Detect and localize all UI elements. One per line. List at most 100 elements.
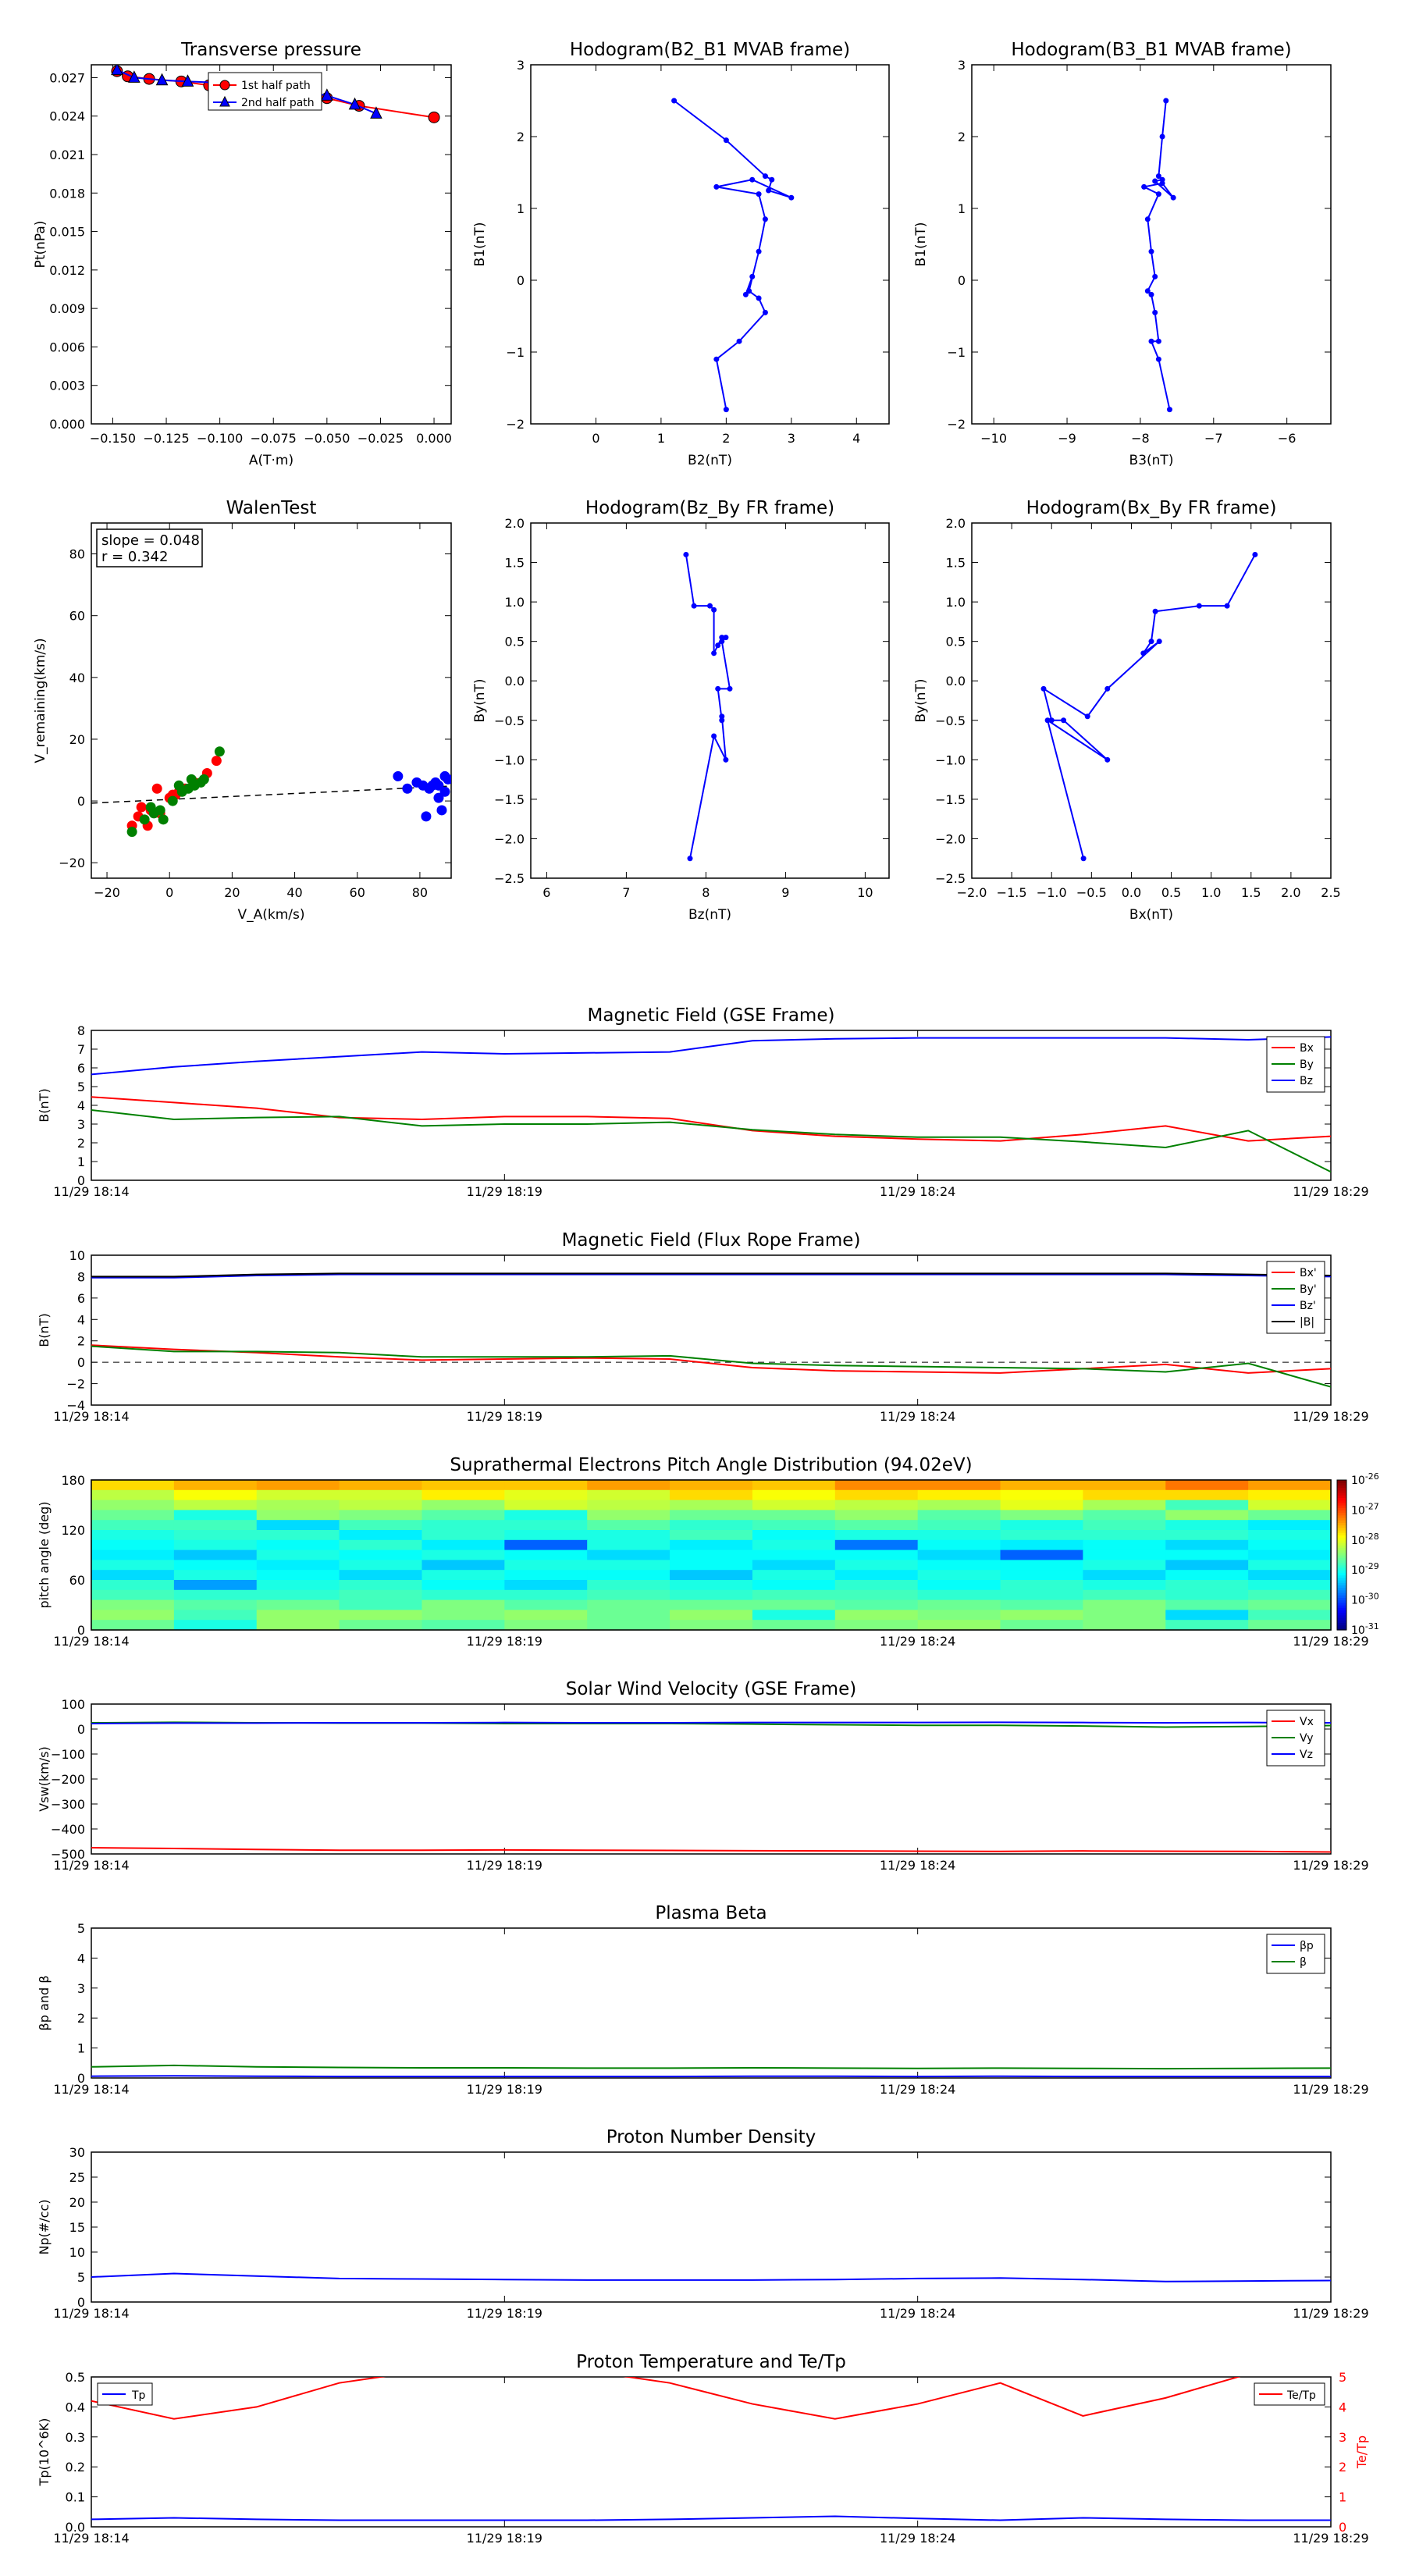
heatmap-cell: [256, 1620, 340, 1631]
y-axis-label: B(nT): [37, 1313, 52, 1347]
colorbar-segment: [1337, 1522, 1346, 1526]
x-axis-label: Bx(nT): [1129, 907, 1173, 923]
heatmap-cell: [752, 1510, 836, 1521]
y-axis-label: By(nT): [913, 678, 929, 722]
x-tick-label: 11/29 18:29: [1293, 2306, 1368, 2321]
heatmap-cell: [834, 1539, 919, 1551]
heatmap-cell: [339, 1610, 423, 1621]
y-tick-label: 0.000: [49, 417, 85, 432]
heatmap-cell: [670, 1500, 753, 1510]
chart-hodogram_bx_by: Hodogram(Bx_By FR frame) −2.0 −1.5 −1.0 −0.5…: [913, 498, 1341, 923]
heatmap-cell: [339, 1520, 423, 1531]
heatmap-cell: [1248, 1530, 1332, 1541]
y-tick-label: 3: [958, 58, 966, 73]
colorbar-segment: [1337, 1560, 1346, 1564]
data-point: [715, 642, 721, 649]
heatmap-cell: [422, 1570, 505, 1581]
y-tick-label: 0.018: [49, 186, 85, 201]
heatmap-cell: [1000, 1599, 1083, 1610]
heatmap-cell: [1248, 1550, 1332, 1560]
x-tick-label: 11/29 18:19: [467, 1184, 542, 1199]
heatmap-cell: [670, 1530, 753, 1541]
plot-frame: [91, 1254, 1332, 1406]
heatmap-cell: [504, 1589, 588, 1601]
colorbar-segment: [1337, 1505, 1346, 1508]
heatmap-cell: [504, 1560, 588, 1571]
colorbar-segment: [1337, 1612, 1346, 1616]
heatmap-cell: [670, 1580, 753, 1591]
heatmap-cell: [504, 1500, 588, 1510]
x-tick-label: −0.025: [357, 431, 404, 446]
heatmap-cell: [917, 1570, 1001, 1581]
colorbar-segment: [1337, 1489, 1346, 1493]
y-tick-label: 60: [69, 1573, 85, 1588]
heatmap-cell: [1000, 1610, 1083, 1621]
x-tick-label: 11/29 18:24: [880, 1634, 955, 1649]
chart-proton_density: Proton Number Density 11/29 18:14 11/29 18…: [37, 2127, 1369, 2321]
colorbar-segment: [1337, 1599, 1346, 1603]
y2-tick-label: 3: [1339, 2430, 1346, 2445]
y-tick-label: 180: [61, 1473, 85, 1488]
plot-frame: [971, 64, 1332, 425]
y-tick-label: 1: [517, 201, 525, 216]
heatmap-cell: [1165, 1560, 1249, 1571]
heatmap-cell: [1000, 1489, 1083, 1501]
legend-label: By: [1300, 1059, 1314, 1071]
y-tick-label: 1: [77, 2041, 85, 2056]
heatmap-cell: [752, 1610, 836, 1621]
heatmap-cell: [91, 1539, 175, 1551]
chart-title: WalenTest: [226, 498, 317, 518]
y-tick-label: 1: [77, 1155, 85, 1169]
data-point: [1084, 713, 1090, 720]
data-point: [181, 74, 194, 87]
heatmap-cell: [1000, 1530, 1083, 1541]
heatmap-cell: [1083, 1599, 1166, 1610]
heatmap-cell: [1165, 1510, 1249, 1521]
data-point: [1144, 216, 1151, 222]
heatmap-cell: [1000, 1510, 1083, 1521]
heatmap-cell: [670, 1599, 753, 1610]
x-tick-label: −2.0: [957, 885, 987, 900]
heatmap-cell: [1000, 1539, 1083, 1551]
colorbar-segment: [1337, 1530, 1346, 1533]
legend-label: Bx: [1300, 1042, 1314, 1055]
heatmap-cell: [504, 1599, 588, 1610]
heatmap-cell: [504, 1610, 588, 1621]
chart-title: Hodogram(Bx_By FR frame): [1026, 498, 1277, 518]
y2-tick-label: 4: [1339, 2400, 1346, 2414]
y-axis-label: B(nT): [37, 1088, 52, 1122]
colorbar-segment: [1337, 1495, 1346, 1498]
y-axis-label: βp and β: [37, 1976, 52, 2031]
colorbar-segment: [1337, 1535, 1346, 1539]
fit-line: [91, 785, 451, 804]
data-point: [742, 291, 749, 297]
x-tick-label: 11/29 18:24: [880, 1409, 955, 1424]
series-line: [91, 1273, 1331, 1279]
heatmap-cell: [1248, 1510, 1332, 1521]
heatmap-cell: [504, 1520, 588, 1531]
colorbar-exponent: -26: [1365, 1471, 1379, 1482]
heatmap-cell: [339, 1539, 423, 1551]
data-point: [126, 827, 137, 838]
heatmap-cell: [752, 1520, 836, 1531]
series-line: [91, 1272, 1331, 1278]
colorbar-segment: [1337, 1567, 1346, 1571]
heatmap-cell: [917, 1550, 1001, 1560]
heatmap-cell: [1083, 1539, 1166, 1551]
data-point: [1141, 183, 1147, 190]
colorbar-segment: [1337, 1582, 1346, 1585]
heatmap-cell: [587, 1580, 670, 1591]
y-tick-label: 30: [69, 2145, 85, 2160]
x-tick-label: −9: [1058, 431, 1076, 446]
chart-title: Solar Wind Velocity (GSE Frame): [566, 1679, 856, 1699]
heatmap-cell: [256, 1570, 340, 1581]
y-axis-label: Pt(nPa): [33, 221, 48, 269]
x-tick-label: 11/29 18:29: [1293, 2531, 1368, 2546]
legend-label: Vy: [1300, 1732, 1314, 1745]
heatmap-cell: [752, 1530, 836, 1541]
y-tick-label: 0: [77, 1355, 85, 1370]
data-point: [671, 98, 678, 104]
heatmap-cell: [256, 1610, 340, 1621]
heatmap-cell: [339, 1620, 423, 1631]
x-tick-label: 11/29 18:19: [467, 1634, 542, 1649]
